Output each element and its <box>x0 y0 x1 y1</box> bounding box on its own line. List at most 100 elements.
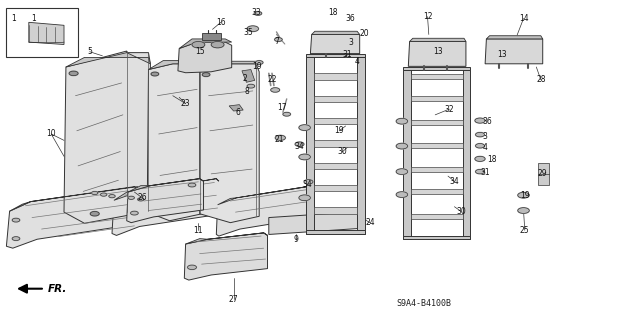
Polygon shape <box>403 236 470 239</box>
Circle shape <box>396 192 408 197</box>
Polygon shape <box>314 140 357 147</box>
Polygon shape <box>66 53 150 67</box>
Polygon shape <box>306 57 314 234</box>
Circle shape <box>396 143 408 149</box>
Text: 4: 4 <box>483 143 488 152</box>
Polygon shape <box>200 61 259 72</box>
Polygon shape <box>269 211 365 234</box>
Text: 30: 30 <box>337 147 348 156</box>
Text: 31: 31 <box>480 168 490 177</box>
Text: 12: 12 <box>423 12 432 21</box>
Polygon shape <box>112 179 219 235</box>
Polygon shape <box>463 70 470 239</box>
Polygon shape <box>411 96 463 101</box>
Text: 33: 33 <box>251 8 261 17</box>
Circle shape <box>211 41 224 48</box>
Text: 24: 24 <box>365 218 375 227</box>
Text: 10: 10 <box>46 130 56 138</box>
Circle shape <box>396 169 408 174</box>
Circle shape <box>271 88 280 92</box>
Text: 36: 36 <box>346 14 356 23</box>
Polygon shape <box>29 22 64 44</box>
Text: 34: 34 <box>449 177 460 186</box>
Bar <box>6 8 78 57</box>
Circle shape <box>518 208 529 213</box>
Polygon shape <box>411 120 463 125</box>
Polygon shape <box>216 187 310 236</box>
Text: 20: 20 <box>360 29 370 38</box>
Polygon shape <box>178 42 232 73</box>
Circle shape <box>12 237 20 241</box>
Circle shape <box>275 38 282 41</box>
Text: 13: 13 <box>433 47 443 56</box>
Circle shape <box>476 169 484 174</box>
Circle shape <box>192 41 205 48</box>
Polygon shape <box>486 36 543 39</box>
Polygon shape <box>306 230 365 234</box>
Text: 28: 28 <box>536 75 545 84</box>
Polygon shape <box>538 163 549 185</box>
Circle shape <box>476 132 484 137</box>
Polygon shape <box>410 38 466 41</box>
Text: 2: 2 <box>243 74 248 83</box>
Text: 11: 11 <box>194 226 203 235</box>
Text: 18: 18 <box>487 155 496 164</box>
Text: 3: 3 <box>483 132 488 141</box>
Text: 29: 29 <box>538 169 548 178</box>
Circle shape <box>100 193 107 196</box>
Polygon shape <box>314 73 357 80</box>
Circle shape <box>109 195 115 198</box>
Text: 35: 35 <box>243 28 253 37</box>
Polygon shape <box>411 167 463 172</box>
Polygon shape <box>403 67 470 70</box>
Polygon shape <box>314 163 357 169</box>
Circle shape <box>247 84 255 88</box>
Polygon shape <box>310 34 360 54</box>
Text: 3: 3 <box>348 38 353 47</box>
Polygon shape <box>64 51 150 223</box>
Circle shape <box>12 218 20 222</box>
Polygon shape <box>200 64 259 223</box>
Polygon shape <box>128 179 204 192</box>
Polygon shape <box>127 179 204 223</box>
Text: 1: 1 <box>12 14 16 23</box>
Polygon shape <box>314 96 357 102</box>
Circle shape <box>283 112 291 116</box>
Circle shape <box>475 118 485 123</box>
Text: 9: 9 <box>293 235 298 244</box>
Polygon shape <box>411 74 463 79</box>
Polygon shape <box>357 57 365 234</box>
Circle shape <box>295 142 304 146</box>
Polygon shape <box>186 233 268 244</box>
Circle shape <box>518 192 529 198</box>
Polygon shape <box>218 187 310 205</box>
Circle shape <box>69 71 78 76</box>
Text: 34: 34 <box>302 180 312 189</box>
Text: 14: 14 <box>518 14 529 23</box>
Circle shape <box>188 183 196 187</box>
Circle shape <box>299 154 310 160</box>
Circle shape <box>254 11 262 15</box>
Text: 16: 16 <box>216 18 226 27</box>
Text: S9A4-B4100B: S9A4-B4100B <box>397 299 452 308</box>
Polygon shape <box>485 39 543 64</box>
Text: FR.: FR. <box>48 284 67 294</box>
Text: 19: 19 <box>334 126 344 135</box>
Circle shape <box>202 73 210 77</box>
Polygon shape <box>306 54 365 57</box>
Circle shape <box>299 125 310 130</box>
Polygon shape <box>179 39 232 48</box>
Circle shape <box>255 61 263 64</box>
Text: 17: 17 <box>276 103 287 112</box>
Text: 7: 7 <box>274 37 279 46</box>
Circle shape <box>151 72 159 76</box>
Polygon shape <box>411 143 463 148</box>
Circle shape <box>131 211 138 215</box>
Circle shape <box>475 156 485 161</box>
Polygon shape <box>202 33 221 40</box>
Polygon shape <box>242 70 255 82</box>
Text: 13: 13 <box>497 50 507 59</box>
Text: 19: 19 <box>520 191 530 200</box>
Polygon shape <box>6 187 138 248</box>
Text: 5: 5 <box>87 47 92 56</box>
